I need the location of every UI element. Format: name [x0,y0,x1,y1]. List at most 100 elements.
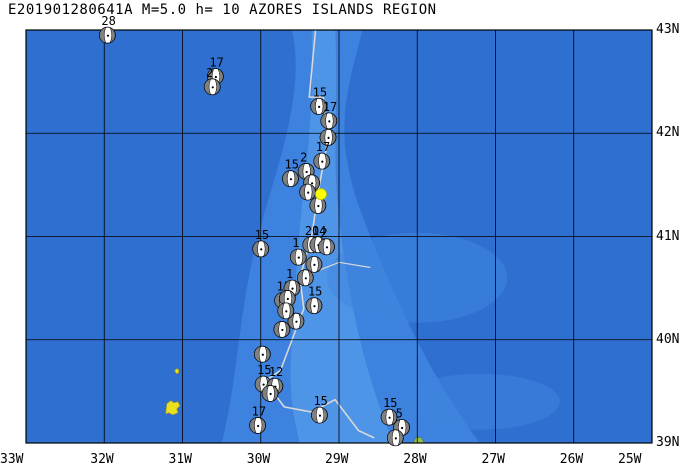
beachball-quadrant [330,129,337,146]
beachball-center-dot [327,136,330,139]
epicenter-dot [315,188,327,201]
beachball-quadrant [302,236,310,253]
beachball-center-dot [317,204,320,208]
beachball-depth-label: 14 [312,224,326,238]
beachball-quadrant [397,429,404,446]
beachball-center-dot [211,86,214,89]
beachball-center-dot [328,120,331,123]
beachball-quadrant [203,78,212,95]
focal-mechanism-beachball [305,255,323,273]
focal-mechanism-beachball: 15 [380,396,398,426]
beachball-quadrant [320,197,326,214]
focal-mechanism-beachball: 1 [289,236,307,266]
beachball-quadrant [320,98,327,115]
focal-mechanism-beachball [299,183,317,201]
focal-mechanism-beachball [309,197,327,214]
beachball-quadrant [284,321,290,338]
beachball-center-dot [295,320,298,323]
beachball-quadrant [316,256,322,273]
beachball-quadrant [273,321,281,338]
beachball-quadrant [309,197,317,214]
beachball-quadrant [261,385,269,402]
beachball-quadrant [328,238,335,255]
focal-mechanism-beachball [386,429,404,447]
beachball-quadrant [331,112,337,129]
beachball-depth-label: 1 [292,236,299,250]
islands [165,368,425,444]
x-tick-label: 33W [0,452,24,467]
beachball-center-dot [286,297,289,301]
beachball-center-dot [325,246,329,249]
beachball-quadrant [391,409,398,426]
beachball-center-dot [394,437,397,440]
beachball-quadrant [309,236,317,253]
beachball-depth-label: 15 [383,396,397,410]
focal-mechanism-beachball: 2 [318,226,335,256]
focal-mechanism-beachball: 15 [310,85,327,115]
beachball-center-dot [269,392,272,396]
y-tick-label: 42N [656,125,680,141]
beachball-depth-label: 15 [313,394,327,408]
x-tick-label: 27W [481,452,505,467]
x-tick-label: 32W [90,452,114,467]
x-tick-label: 29W [325,452,349,467]
beachball-center-dot [313,305,316,308]
beachball-center-dot [318,414,322,417]
beachball-depth-label: 20 [305,224,319,238]
beachball-depth-label: 17 [252,404,266,418]
beachball-quadrant [380,409,388,426]
y-tick-label: 40N [656,331,680,347]
beachball-quadrant [313,152,321,170]
focal-mechanism-beachball: 15 [311,394,328,424]
focal-mechanism-beachball: 2 [203,66,221,96]
focal-mechanism-beachball [277,302,295,320]
beachball-center-dot [401,426,404,430]
focal-mechanism-beachball: 17 [313,140,330,170]
beachball-quadrant [311,406,319,424]
beachball-quadrant [305,256,313,273]
focal-mechanism-beachball [253,345,271,363]
focal-mechanism-beachball: 17 [320,100,337,130]
beachball-depth-label: 15 [308,285,322,299]
beachball-quadrant [387,429,395,447]
beachball-quadrant [252,240,260,258]
beachball-quadrant [319,129,327,146]
focal-mechanism-beachball [261,385,279,402]
beachball-quadrant [272,385,279,402]
focal-mechanism-beachball: 28 [98,14,116,44]
beachball-depth-label: 15 [284,158,298,172]
beachball-depth-label: 17 [323,100,337,114]
beachball-depth-label: 5 [396,407,403,421]
beachball-depth-label: 12 [269,365,283,379]
focal-mechanism-beachball [319,128,337,146]
x-tick-label: 25W [618,452,642,467]
beachball-depth-label: 15 [257,363,271,377]
beachball-center-dot [291,287,294,290]
beachball-quadrant [290,248,298,266]
beachball-center-dot [257,424,260,428]
beachball-center-dot [305,170,308,174]
focal-mechanism-beachball [273,321,291,338]
beachball-quadrant [310,98,318,115]
beachball-center-dot [318,105,321,109]
beachball-quadrant [320,112,328,130]
y-tick-label: 43N [656,22,680,37]
beachball-quadrant [299,183,307,201]
beachball-quadrant [277,302,285,320]
beachball-quadrant [324,153,330,170]
x-tick-label: 26W [559,452,584,467]
beachball-center-dot [289,178,293,181]
beachball-quadrant [321,407,328,424]
beachball-quadrant [316,297,322,314]
beachball-depth-label: 17 [209,55,223,69]
beachball-quadrant [109,27,116,44]
beachball-center-dot [285,310,288,313]
beachball-quadrant [297,269,305,286]
beachball-center-dot [281,328,284,332]
beachball-quadrant [403,419,410,436]
beachball-quadrant [214,78,221,95]
y-tick-label: 41N [656,228,680,244]
beachball-center-dot [304,277,307,280]
beachball-center-dot [260,248,263,251]
